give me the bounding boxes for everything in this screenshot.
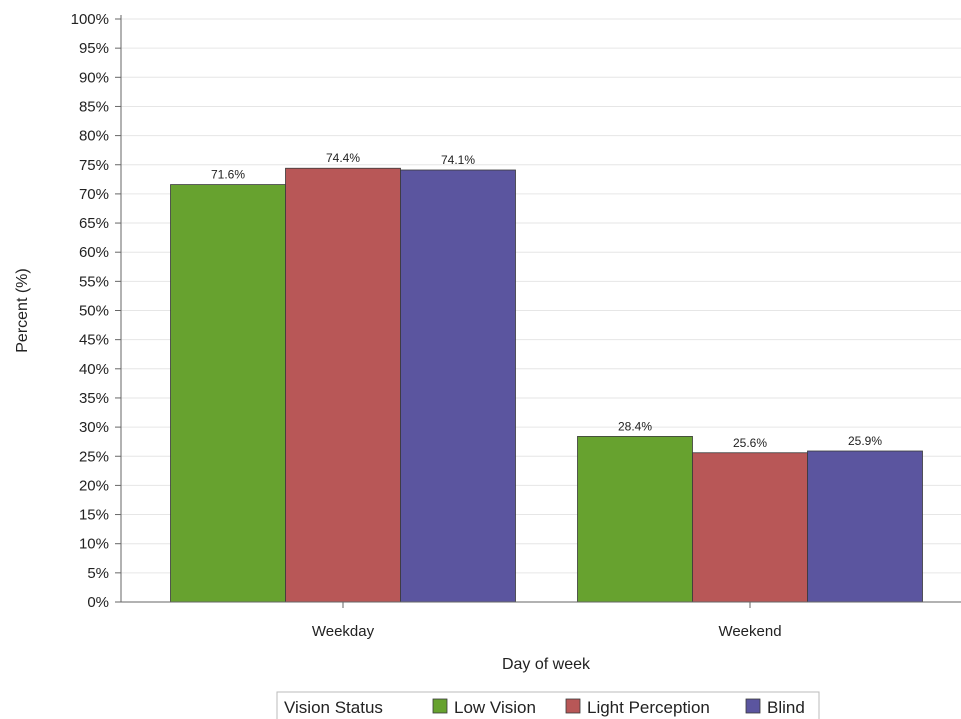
legend-swatch bbox=[745, 698, 761, 714]
data-label: 74.1% bbox=[441, 153, 475, 167]
y-tick-label: 80% bbox=[79, 128, 109, 145]
y-tick-label: 70% bbox=[79, 186, 109, 203]
y-tick-label: 90% bbox=[79, 69, 109, 86]
bar-light-perception-weekday bbox=[285, 167, 401, 603]
y-tick-label: 100% bbox=[71, 11, 109, 28]
y-tick-label: 0% bbox=[87, 594, 109, 611]
legend-title: Vision Status bbox=[284, 698, 383, 717]
y-tick-label: 60% bbox=[79, 244, 109, 261]
y-tick-label: 65% bbox=[79, 215, 109, 232]
y-axis-ticks: 0% 5% 10% 15% 20% 25% 30% 35% 40% 45% 50% 55% 60% 65%… bbox=[71, 11, 121, 611]
x-tick-label: Weekday bbox=[312, 623, 375, 640]
y-tick-label: 95% bbox=[79, 40, 109, 57]
y-tick-label: 50% bbox=[79, 303, 109, 320]
bar-low-vision-weekday bbox=[170, 184, 286, 603]
y-tick-label: 40% bbox=[79, 361, 109, 378]
x-axis-ticks: Weekday Weekend bbox=[312, 602, 782, 640]
y-tick-label: 35% bbox=[79, 390, 109, 407]
data-label: 74.4% bbox=[326, 151, 360, 165]
data-label: 25.6% bbox=[733, 436, 767, 450]
legend-box bbox=[276, 691, 820, 719]
y-tick-label: 85% bbox=[79, 98, 109, 115]
legend-swatch bbox=[565, 698, 581, 714]
y-tick-label: 10% bbox=[79, 536, 109, 553]
data-label: 28.4% bbox=[618, 419, 652, 433]
bar-light-perception-weekend bbox=[692, 452, 808, 603]
bars bbox=[170, 167, 923, 603]
y-tick-label: 15% bbox=[79, 507, 109, 524]
legend-label: Low Vision bbox=[454, 698, 536, 717]
legend: Vision Status Low Vision Light Perception… bbox=[276, 691, 820, 719]
y-tick-label: 45% bbox=[79, 332, 109, 349]
y-tick-label: 5% bbox=[87, 565, 109, 582]
legend-swatch bbox=[432, 698, 448, 714]
legend-label: Blind bbox=[767, 698, 805, 717]
x-tick-label: Weekend bbox=[718, 623, 781, 640]
bar-low-vision-weekend bbox=[577, 436, 693, 603]
y-tick-label: 20% bbox=[79, 477, 109, 494]
x-axis-title: Day of week bbox=[502, 656, 591, 673]
legend-label: Light Perception bbox=[587, 698, 710, 717]
bar-blind-weekday bbox=[400, 169, 516, 603]
legend-items: Low Vision Light Perception Blind bbox=[432, 698, 805, 717]
y-axis-title: Percent (%) bbox=[14, 268, 31, 352]
data-label: 71.6% bbox=[211, 168, 245, 182]
y-tick-label: 55% bbox=[79, 273, 109, 290]
y-tick-label: 30% bbox=[79, 419, 109, 436]
data-labels: 71.6% 74.4% 74.1% 28.4% 25.6% 25.9% bbox=[211, 151, 882, 450]
y-tick-label: 25% bbox=[79, 448, 109, 465]
y-tick-label: 75% bbox=[79, 157, 109, 174]
bar-blind-weekend bbox=[807, 450, 923, 603]
data-label: 25.9% bbox=[848, 434, 882, 448]
